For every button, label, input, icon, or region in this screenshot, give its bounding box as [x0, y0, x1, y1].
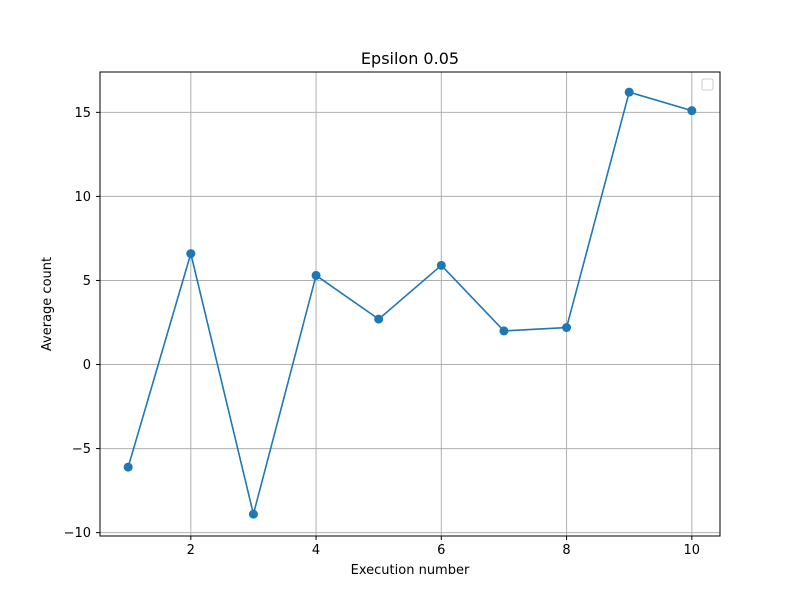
data-point — [624, 87, 634, 97]
y-tick-label: −10 — [64, 526, 91, 541]
y-tick-label: 0 — [83, 358, 91, 373]
y-tick-label: −5 — [72, 442, 91, 457]
data-point — [248, 509, 258, 519]
plot-area-background — [100, 72, 720, 536]
x-axis-label: Execution number — [351, 563, 470, 578]
y-tick-label: 15 — [74, 106, 91, 121]
legend-box — [701, 78, 714, 91]
data-point — [374, 314, 384, 324]
plot-frame — [99, 71, 721, 537]
grid-lines — [100, 72, 720, 536]
data-point — [123, 462, 133, 472]
data-point — [499, 326, 509, 336]
axis-ticks: 2 4 6 8 10 −10 −5 0 5 10 15 — [64, 106, 701, 558]
x-tick-label: 2 — [187, 543, 195, 558]
series-line — [127, 91, 693, 515]
y-tick-label: 10 — [74, 190, 91, 205]
x-tick-label: 6 — [437, 543, 445, 558]
data-point — [436, 260, 446, 270]
data-point — [311, 270, 321, 280]
y-axis-label: Average count — [40, 257, 55, 351]
data-point — [562, 323, 572, 333]
x-tick-label: 8 — [562, 543, 570, 558]
data-series — [123, 87, 697, 519]
y-tick-label: 5 — [83, 274, 91, 289]
data-point — [186, 249, 196, 259]
chart-title: Epsilon 0.05 — [361, 49, 459, 68]
x-tick-label: 10 — [684, 543, 701, 558]
x-tick-label: 4 — [312, 543, 320, 558]
data-point — [687, 106, 697, 116]
